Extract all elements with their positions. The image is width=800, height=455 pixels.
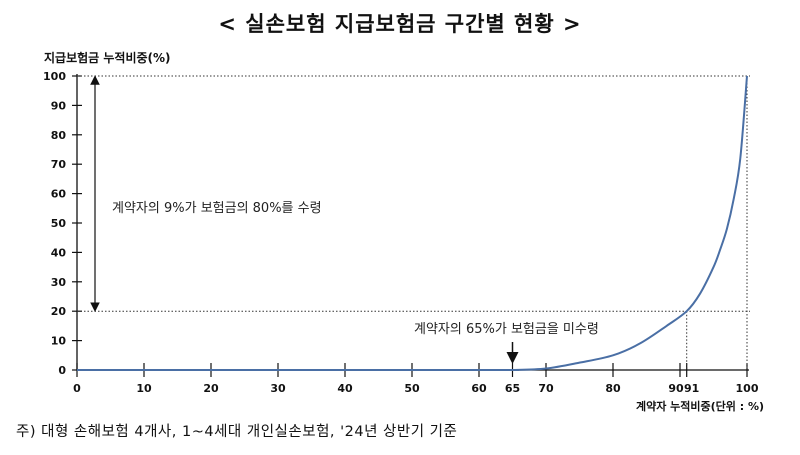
y-tick-label-50: 50 [51, 217, 67, 230]
x-tick-label-80: 80 [605, 382, 621, 395]
x-tick-label-91: 91 [684, 382, 699, 395]
y-tick-label-90: 90 [51, 99, 67, 112]
y-tick-label-20: 20 [51, 305, 67, 318]
annotation-bottom: 계약자의 65%가 보험금을 미수령 [414, 322, 599, 337]
y-tick-label-100: 100 [43, 70, 66, 83]
series-curve [76, 75, 748, 372]
x-tick-label-30: 30 [270, 382, 286, 395]
chart-title: < 실손보험 지급보험금 구간별 현황 > [218, 12, 582, 36]
axes: 0 10 20 30 40 50 60 70 80 90 100 0 10 20 30 40 50 60 65 70 8… [43, 70, 759, 395]
x-tick-label-20: 20 [203, 382, 219, 395]
x-axis-label: 계약자 누적비중(단위 : %) [635, 400, 764, 413]
annotation-top: 계약자의 9%가 보험금의 80%를 수령 [112, 201, 322, 216]
y-tick-label-60: 60 [51, 188, 67, 201]
y-axis-label: 지급보험금 누적비중(%) [44, 51, 171, 65]
x-tick-label-60: 60 [471, 382, 487, 395]
x-tick-label-0: 0 [73, 382, 81, 395]
y-tick-label-10: 10 [51, 335, 67, 348]
x-tick-label-50: 50 [404, 382, 420, 395]
x-tick-label-90: 90 [668, 382, 684, 395]
x-tick-label-70: 70 [538, 382, 554, 395]
y-tick-label-40: 40 [51, 246, 67, 259]
x-tick-label-10: 10 [136, 382, 152, 395]
x-tick-label-40: 40 [337, 382, 353, 395]
footnote: 주) 대형 손해보험 4개사, 1~4세대 개인실손보험, '24년 상반기 기… [16, 424, 458, 440]
y-tick-label-0: 0 [58, 364, 66, 377]
annotations: 계약자의 9%가 보험금의 80%를 수령 계약자의 65%가 보험금을 미수령 [90, 75, 599, 364]
x-tick-label-100: 100 [736, 382, 759, 395]
reference-lines [77, 75, 750, 370]
series-line [76, 75, 748, 372]
y-tick-label-70: 70 [51, 158, 67, 171]
y-tick-label-80: 80 [51, 129, 67, 142]
x-tick-label-65: 65 [505, 382, 520, 395]
y-tick-label-30: 30 [51, 276, 67, 289]
